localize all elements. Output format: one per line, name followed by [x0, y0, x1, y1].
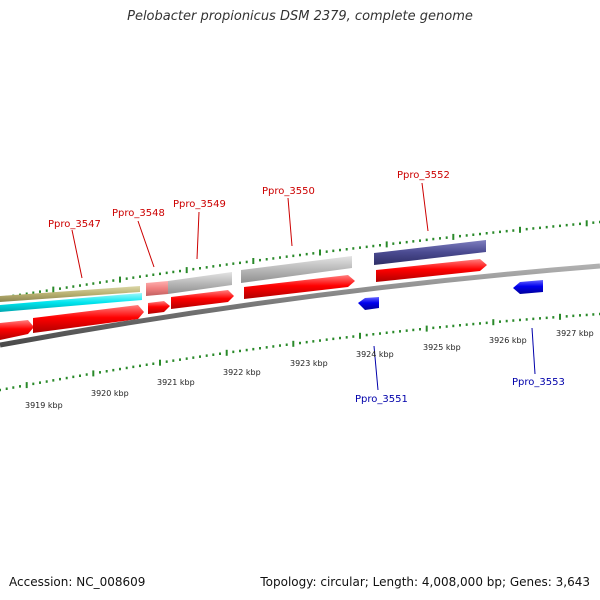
- gray-feature-bar[interactable]: [241, 256, 352, 283]
- gene-label[interactable]: Ppro_3547: [48, 219, 101, 230]
- pink-feature-bar[interactable]: [146, 281, 168, 296]
- kbp-label: 3921 kbp: [157, 378, 195, 387]
- gene-labels: Ppro_3547 Ppro_3548 Ppro_3549 Ppro_3550 …: [48, 170, 565, 405]
- gene-label[interactable]: Ppro_3553: [512, 377, 565, 388]
- kbp-scale-labels: 3919 kbp 3920 kbp 3921 kbp 3922 kbp 3923…: [25, 329, 594, 410]
- gene-label[interactable]: Ppro_3550: [262, 186, 315, 197]
- genome-summary: Topology: circular; Length: 4,008,000 bp…: [260, 575, 590, 589]
- reverse-gene-arrow[interactable]: [513, 280, 543, 294]
- kbp-label: 3924 kbp: [356, 350, 394, 359]
- kbp-label: 3925 kbp: [423, 343, 461, 352]
- cyan-feature-bar[interactable]: [0, 293, 142, 312]
- gene-label[interactable]: Ppro_3552: [397, 170, 450, 181]
- kbp-label: 3922 kbp: [223, 368, 261, 377]
- kbp-label: 3919 kbp: [25, 401, 63, 410]
- forward-gene-arrow[interactable]: [33, 305, 144, 333]
- kbp-label: 3926 kbp: [489, 336, 527, 345]
- olive-feature-bar[interactable]: [0, 286, 140, 302]
- forward-gene-arrow[interactable]: [376, 259, 487, 282]
- reverse-gene-arrow[interactable]: [358, 297, 379, 310]
- reverse-gene-track: [358, 280, 543, 310]
- cog-feature-track: [0, 240, 486, 312]
- upper-tick-row: [0, 220, 600, 300]
- gene-label[interactable]: Ppro_3548: [112, 208, 165, 219]
- kbp-label: 3927 kbp: [556, 329, 594, 338]
- gene-label[interactable]: Ppro_3551: [355, 394, 408, 405]
- label-leader-lines: [71, 182, 536, 391]
- lower-tick-row: [0, 312, 600, 392]
- kbp-label: 3920 kbp: [91, 389, 129, 398]
- kbp-label: 3923 kbp: [290, 359, 328, 368]
- accession-label: Accession: NC_008609: [9, 575, 146, 589]
- gray-feature-bar[interactable]: [168, 272, 232, 294]
- forward-gene-arrow[interactable]: [171, 290, 234, 309]
- forward-gene-arrow[interactable]: [148, 301, 170, 314]
- map-title: Pelobacter propionicus DSM 2379, complet…: [127, 9, 473, 24]
- genome-backbone: [0, 263, 600, 348]
- forward-gene-arrow[interactable]: [0, 320, 34, 340]
- forward-gene-arrow[interactable]: [244, 275, 355, 299]
- gene-label[interactable]: Ppro_3549: [173, 199, 226, 210]
- purple-feature-bar[interactable]: [374, 240, 486, 265]
- forward-gene-track: [0, 259, 487, 340]
